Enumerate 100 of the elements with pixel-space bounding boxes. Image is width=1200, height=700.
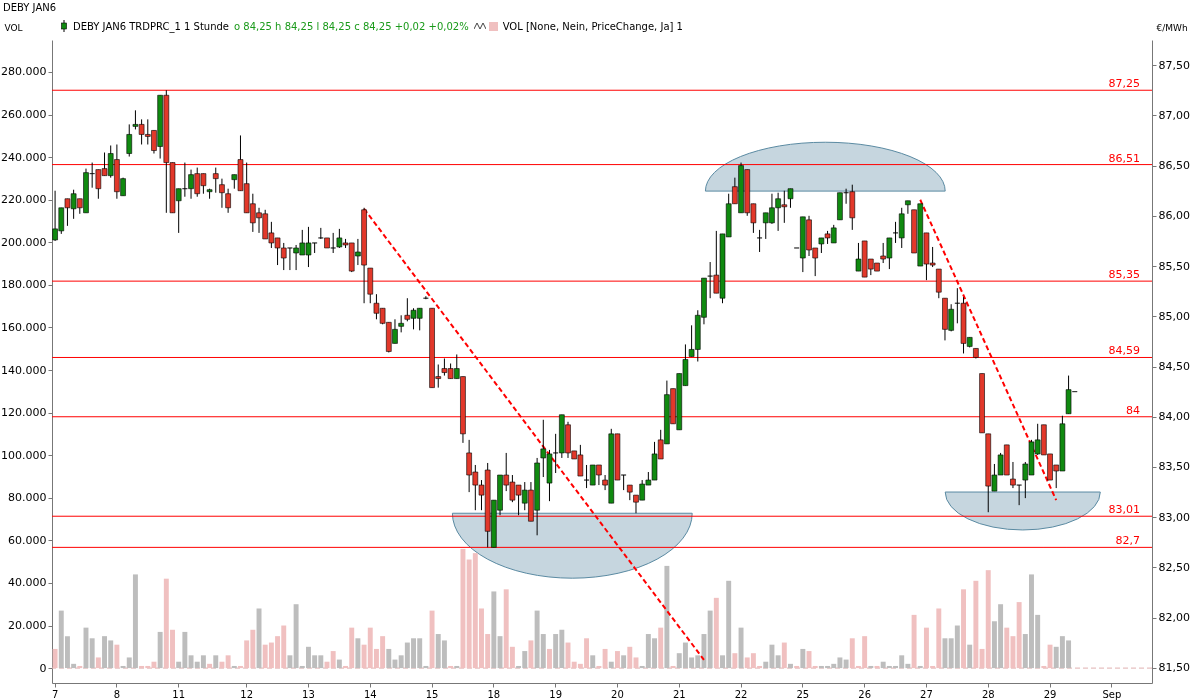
bar	[448, 665, 454, 669]
ref-line-label: 87,25	[1108, 77, 1140, 91]
bar	[590, 655, 596, 669]
x-tick-label: 19	[549, 688, 563, 700]
bar	[843, 659, 849, 669]
bar	[775, 655, 781, 669]
text: o 84,25 h 84,25 l 84,25 c 84,25 +0,02 +0,02%	[234, 20, 469, 32]
bar	[460, 548, 466, 669]
bar	[114, 644, 120, 669]
candlestick	[756, 229, 763, 253]
bar	[528, 640, 534, 669]
candlestick	[936, 268, 942, 299]
ref-line-label: 83,01	[1108, 503, 1140, 517]
x-tick-label: 18	[487, 688, 501, 700]
bar	[287, 655, 293, 669]
x-tick-label: 13	[302, 688, 315, 700]
bar	[961, 589, 966, 669]
bar	[664, 565, 670, 669]
candlestick	[225, 188, 231, 214]
bar	[207, 663, 213, 669]
y-tick-label: 160.000	[1, 320, 47, 334]
bar	[788, 663, 793, 669]
candlestick	[219, 178, 225, 209]
ref-line-label: 84,59	[1108, 344, 1140, 358]
y2-tick-label: 83,50	[1158, 460, 1190, 474]
y-tick-label: 280.000	[1, 65, 47, 79]
y-tick-label: 60.000	[8, 533, 47, 547]
bar	[213, 655, 219, 669]
bar	[973, 580, 979, 669]
bar	[738, 627, 744, 669]
x-tick-label: 11	[172, 688, 186, 700]
y2-tick-label: 85,00	[1158, 309, 1190, 323]
bar	[95, 657, 101, 669]
x-tick-label: 7	[51, 688, 59, 700]
ref-line-label: 82,7	[1115, 534, 1140, 548]
x-tick-label: 22	[734, 688, 748, 700]
x-tick-label: 26	[858, 688, 872, 700]
y-tick-label: 200.000	[1, 235, 47, 249]
bar	[219, 661, 225, 669]
chart-title: DEBY JAN6	[3, 2, 57, 13]
y-axis-title: VOL	[4, 22, 23, 33]
candlestick	[212, 167, 219, 194]
bar	[812, 665, 818, 669]
bar	[225, 655, 231, 669]
bar	[491, 591, 497, 669]
bar	[547, 648, 552, 669]
bar	[336, 659, 342, 669]
x-tick-label: 25	[796, 688, 810, 700]
ref-line-label: 84	[1126, 403, 1140, 417]
bar	[608, 661, 614, 669]
bar	[614, 651, 620, 669]
candlestick	[126, 123, 133, 158]
y2-tick-label: 87,00	[1158, 108, 1190, 122]
x-tick-label: 12	[240, 688, 254, 700]
y2-tick-label: 82,50	[1158, 560, 1190, 574]
x-tick-label: 28	[981, 688, 995, 700]
y-tick-label: 260.000	[1, 108, 47, 122]
y-tick-label: 0	[39, 661, 47, 675]
x-tick-label: 14	[363, 688, 377, 700]
y2-tick-label: 86,00	[1158, 209, 1190, 223]
y2-tick-label: 86,50	[1158, 159, 1190, 173]
bar	[454, 665, 460, 669]
ref-line-label: 85,35	[1108, 268, 1140, 282]
bar	[627, 646, 633, 669]
bar	[713, 597, 719, 669]
y2-tick-label: 84,00	[1158, 410, 1190, 424]
bar	[497, 636, 503, 669]
y-tick-label: 20.000	[8, 619, 47, 633]
bar	[917, 665, 923, 669]
y2-tick-label: 82,00	[1158, 611, 1190, 625]
y-tick-label: 120.000	[1, 406, 47, 420]
bar	[231, 665, 237, 669]
bar	[670, 665, 676, 669]
bar	[89, 638, 95, 669]
bar	[868, 665, 874, 669]
bar	[596, 665, 602, 669]
bar	[967, 644, 973, 669]
y2-tick-label: 87,50	[1158, 58, 1190, 72]
bar	[602, 648, 608, 669]
candlestick	[905, 200, 911, 215]
legend-label: VOL [None, Nein, PriceChange, Ja] 1	[502, 20, 683, 32]
y-tick-label: 100.000	[1, 448, 47, 462]
bar	[621, 655, 627, 669]
y-tick-label: 140.000	[1, 363, 47, 377]
ref-line-label: 86,51	[1108, 151, 1140, 165]
bar	[330, 651, 336, 669]
x-tick-label: 15	[425, 688, 439, 700]
y2-tick-label: 85,50	[1158, 259, 1190, 273]
bar	[794, 665, 800, 669]
y2-axis-title: €/MWh	[1156, 22, 1188, 33]
bar	[911, 614, 917, 669]
bar	[157, 631, 163, 669]
y-tick-label: 240.000	[1, 150, 47, 164]
bar	[52, 648, 58, 669]
y-tick-label: 40.000	[8, 576, 47, 590]
bar	[429, 610, 435, 669]
bar	[800, 648, 806, 669]
bar	[1016, 602, 1022, 669]
bar	[1047, 644, 1053, 669]
y-tick-label: 180.000	[1, 278, 47, 292]
